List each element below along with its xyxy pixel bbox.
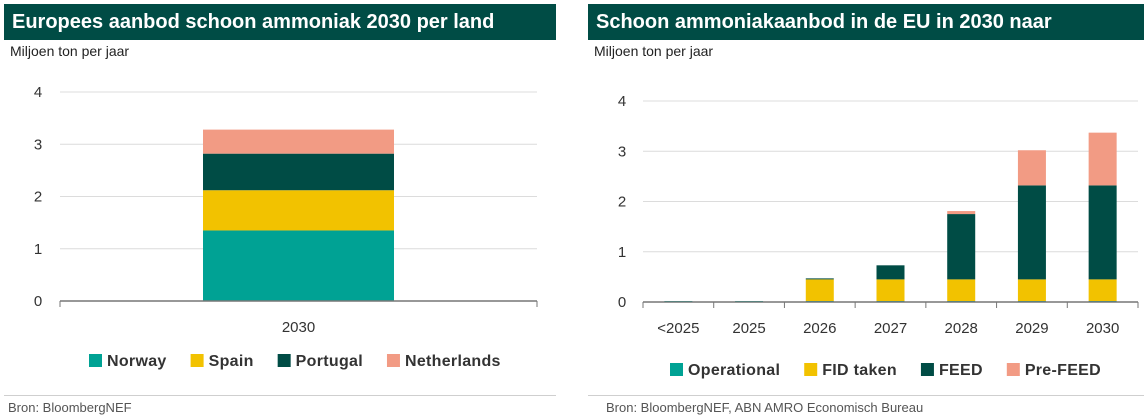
legend-swatch-norway <box>89 354 102 367</box>
y-tick-label: 1 <box>34 241 42 258</box>
bar-fid-taken-2030 <box>1088 279 1117 301</box>
right-source-note: Bron: BloombergNEF, ABN AMRO Economisch … <box>606 400 924 415</box>
y-tick-label: 4 <box>618 93 626 110</box>
y-tick-label: 0 <box>618 294 626 311</box>
legend-swatch-spain <box>190 354 204 367</box>
y-tick-label: 1 <box>618 244 626 261</box>
x-tick-label: 2026 <box>803 320 836 337</box>
x-tick-label: 2030 <box>282 319 315 336</box>
right-divider <box>588 395 1144 396</box>
bar-netherlands-2030 <box>203 129 394 154</box>
left-source-note: Bron: BloombergNEF <box>8 400 132 415</box>
bar-pre-feed-2028 <box>947 211 976 215</box>
bar-portugal-2030 <box>203 153 394 191</box>
x-tick-label: <2025 <box>657 320 699 337</box>
right-chart-title: Schoon ammoniakaanbod in de EU in 2030 n… <box>588 4 1144 40</box>
y-tick-label: 3 <box>34 136 42 153</box>
bar-norway-2030 <box>203 230 394 301</box>
right-chart-panel: Schoon ammoniakaanbod in de EU in 2030 n… <box>588 0 1144 419</box>
legend-label-fid-taken: FID taken <box>822 362 897 379</box>
bar-pre-feed-2030 <box>1088 132 1117 186</box>
legend-swatch-fid-taken <box>804 363 818 376</box>
legend-label-operational: Operational <box>688 362 780 379</box>
bar-feed-2026 <box>805 278 834 280</box>
y-tick-label: 2 <box>34 189 42 206</box>
legend-swatch-netherlands <box>386 354 400 367</box>
x-tick-label: 2030 <box>1086 320 1119 337</box>
left-divider <box>4 395 556 396</box>
legend-label-pre-feed: Pre-FEED <box>1025 362 1101 379</box>
legend-label-spain: Spain <box>209 353 254 370</box>
left-y-unit-label: Miljoen ton per jaar <box>10 43 130 59</box>
x-tick-label: 2027 <box>874 320 907 337</box>
bar-feed-2027 <box>876 265 905 280</box>
left-chart-plot: 0 1 2 3 4 2030 Norway Spain Portugal Netherlands <box>34 84 538 370</box>
legend-label-netherlands: Netherlands <box>405 353 501 370</box>
bar-fid-taken-2026 <box>805 279 834 301</box>
bar-feed-2028 <box>947 214 976 280</box>
bar-feed-2030 <box>1088 185 1117 280</box>
right-chart-plot: 0 1 2 3 4 <2025 2025 2026 2027 2028 2029 2030 Operat… <box>618 93 1139 379</box>
y-tick-label: 0 <box>34 293 42 310</box>
bar-fid-taken-2027 <box>876 279 905 301</box>
legend-label-feed: FEED <box>939 362 983 379</box>
legend-swatch-feed <box>920 363 934 376</box>
bar-fid-taken-2029 <box>1017 279 1046 301</box>
right-y-unit-label: Miljoen ton per jaar <box>594 43 714 59</box>
left-chart-title: Europees aanbod schoon ammoniak 2030 per… <box>4 4 556 40</box>
legend-label-norway: Norway <box>107 353 167 370</box>
y-tick-label: 3 <box>618 143 626 160</box>
legend-label-portugal: Portugal <box>296 353 363 370</box>
bar-spain-2030 <box>203 190 394 231</box>
x-tick-label: 2028 <box>945 320 978 337</box>
legend-swatch-portugal <box>277 354 291 367</box>
x-tick-label: 2029 <box>1015 320 1048 337</box>
legend-swatch-operational <box>670 363 683 376</box>
y-tick-label: 2 <box>618 194 626 211</box>
bar-pre-feed-2029 <box>1017 150 1046 186</box>
bar-feed-2029 <box>1017 185 1046 280</box>
bar-fid-taken-2028 <box>947 279 976 301</box>
x-tick-label: 2025 <box>732 320 765 337</box>
legend-swatch-pre-feed <box>1006 363 1020 376</box>
y-tick-label: 4 <box>34 84 42 101</box>
left-chart-panel: Europees aanbod schoon ammoniak 2030 per… <box>4 0 556 419</box>
